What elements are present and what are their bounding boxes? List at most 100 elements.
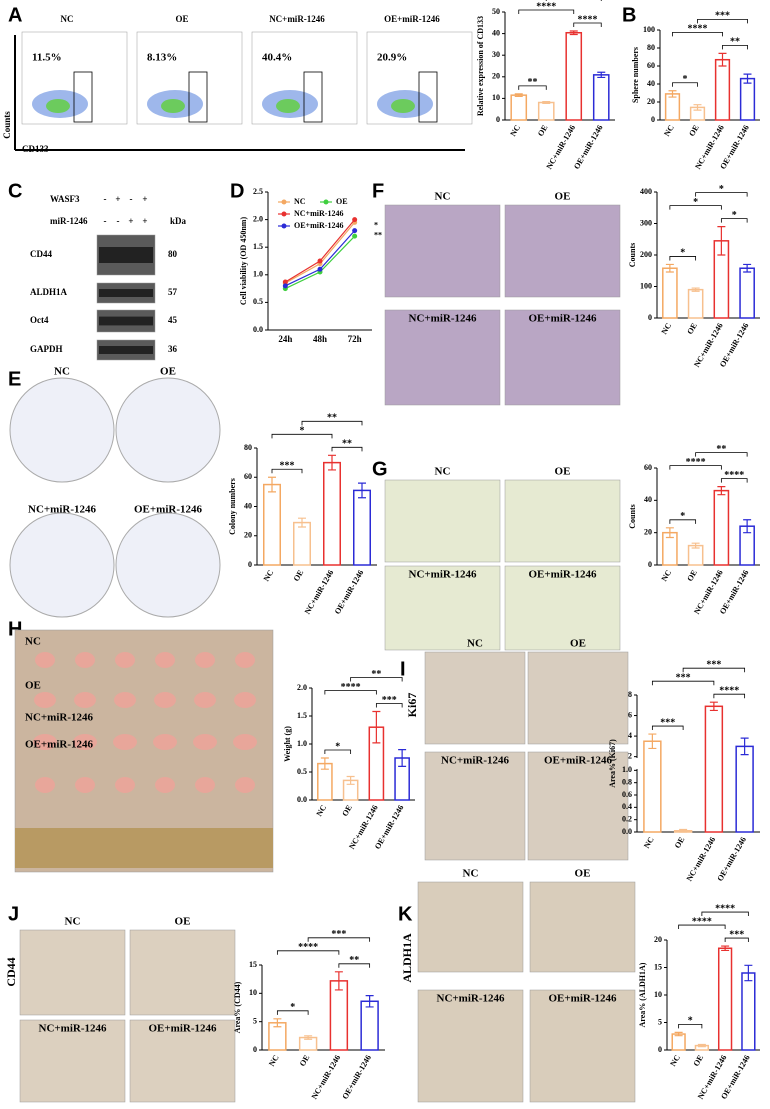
error-bar [320,757,329,770]
protein-label: ALDH1A [30,287,68,297]
kda-label: 57 [168,287,178,297]
image-label: OE [175,916,191,928]
y-tick-label: 10 [654,990,662,999]
y-tick-label: 0.8 [622,778,632,787]
sign: - [104,216,107,226]
sig-label: **** [298,942,318,953]
kda-label: 80 [168,249,178,259]
sig-bracket [695,192,748,197]
sig-bracket [669,465,722,470]
y-tick-label: 6 [628,710,632,719]
image-label: NC [25,636,41,648]
sig-bracket [518,9,575,15]
point [352,233,358,239]
y-tick-label: 80 [244,443,252,452]
error-bar [648,733,657,750]
sig-label: **** [688,24,708,35]
error-bar [334,971,343,991]
image-label: OE+miR-1246 [149,1023,217,1035]
tumor [155,777,175,793]
image [527,651,629,745]
sig-bracket [375,703,403,708]
sig-bracket [695,452,748,457]
image [504,309,621,406]
image [384,565,501,651]
y-tick-label: 20 [492,72,500,81]
legend-label: OE+miR-1246 [294,221,343,230]
flow-percent: 40.4% [262,52,292,64]
error-bar [743,263,752,273]
y-axis-label: Cell viability (OD 450nm) [239,217,248,306]
image [129,929,236,1016]
y-tick-label: 50 [492,7,500,16]
panel-letter: G [372,458,388,480]
legend-dot [323,199,329,205]
sig-label: ** [349,955,359,966]
tumor [34,692,56,708]
y-tick-label: 5 [658,1017,662,1026]
panel-letter: J [8,903,19,925]
image-label: NC [54,366,70,378]
tumor [115,777,135,793]
image-label: NC [467,638,483,650]
error-bar [569,30,578,36]
y-tick-label: 100 [643,25,655,34]
sig-label: ** [730,37,740,48]
sign: - [130,194,133,204]
error-bar [717,226,726,256]
sig-bracket [276,950,340,955]
image-label: NC+miR-1246 [39,1023,107,1035]
legend-dot [281,223,287,229]
image-label: NC [435,466,451,478]
image [417,989,524,1103]
plate [9,512,115,618]
y-tick-label: 20 [647,97,655,106]
sig-bracket [518,85,547,90]
sign: + [115,194,120,204]
sig-label: ** [528,77,538,88]
y-tick-label: 0 [658,1045,662,1054]
image-label: OE [555,191,571,203]
stain-label: Ki67 [405,693,419,718]
flow-core [161,99,185,113]
image-label: OE+miR-1246 [529,569,597,581]
kda-label: 45 [168,315,178,325]
sig-label: * [688,1016,693,1027]
y-axis-label: Area% (Ki67) [608,739,617,788]
sign: + [142,216,147,226]
y-tick-label: 15 [249,960,257,969]
error-bar [665,527,674,539]
image [19,929,126,1016]
flow-percent: 8.13% [147,52,177,64]
sig-bracket [573,22,602,28]
error-bar [668,90,677,98]
image-label: NC+miR-1246 [409,569,477,581]
gate [188,71,208,123]
y-tick-label: 40 [492,28,500,37]
error-bar [514,93,523,98]
error-bar [328,454,336,471]
error-bar [691,542,700,549]
tumor [115,652,135,668]
sig-label: *** [706,659,721,670]
panel-letter: I [400,658,406,680]
sig-bracket [669,519,697,524]
y-tick-label: 15 [654,962,662,971]
image-label: NC+miR-1246 [437,993,505,1005]
y-tick-label: 60 [244,472,252,481]
sig-label: *** [382,695,397,706]
error-bar [542,101,551,104]
sig-bracket [276,1010,309,1015]
sig-label: *** [660,717,675,728]
y-tick-label: 60 [647,61,655,70]
error-bar [693,104,702,111]
sign: + [128,216,133,226]
flow-core [276,99,300,113]
sign: - [117,216,120,226]
point [317,266,323,272]
y-tick-label: 0 [496,115,500,124]
y-axis-label: Area% (ALDH1A) [638,962,647,1027]
tumor [154,692,176,708]
image-label: NC [65,916,81,928]
sig-label: ** [371,669,381,680]
